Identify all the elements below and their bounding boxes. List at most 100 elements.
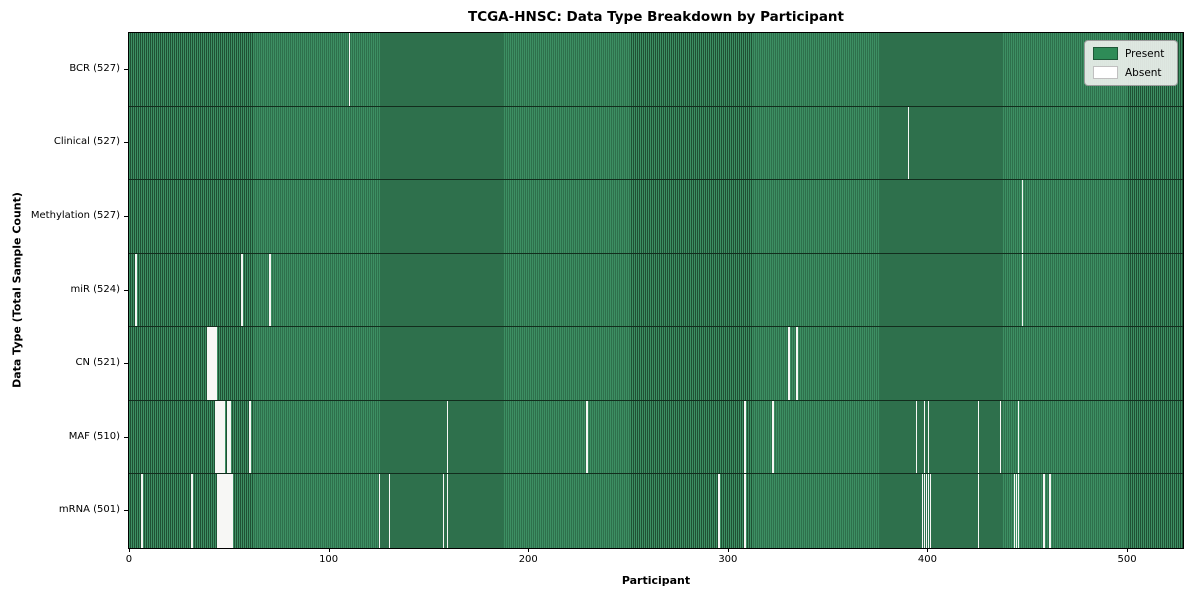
absent-stripe <box>191 474 193 548</box>
ytick-mark <box>124 436 128 438</box>
absent-stripe <box>221 400 223 474</box>
absent-stripe <box>787 327 790 400</box>
ytick-label-mrna: mRNA (501) <box>58 504 120 516</box>
absent-stripe <box>718 474 720 548</box>
ytick-label-maf: MAF (510) <box>68 430 120 442</box>
ytick-label-bcr: BCR (527) <box>69 62 120 74</box>
absent-stripe <box>227 474 229 548</box>
absent-stripe <box>240 253 243 327</box>
absent-stripe <box>268 253 271 327</box>
legend-present-swatch <box>1093 47 1118 60</box>
absent-stripe <box>446 400 449 474</box>
absent-stripe <box>388 474 391 548</box>
absent-stripe <box>213 327 215 400</box>
ytick-mark <box>124 510 128 512</box>
absent-stripe <box>215 327 217 400</box>
absent-stripe <box>1017 400 1020 474</box>
xtick-mark <box>1127 548 1129 552</box>
legend-absent-swatch <box>1093 66 1118 79</box>
absent-stripe <box>209 327 211 400</box>
absent-stripe <box>217 474 219 548</box>
xtick-label-500: 500 <box>1117 554 1137 565</box>
absent-stripe <box>229 474 231 548</box>
absent-stripe <box>999 400 1002 474</box>
absent-stripe <box>229 400 231 474</box>
heatmap-row-clinical <box>129 106 1183 181</box>
ytick-mark <box>124 68 128 70</box>
heatmap-row-mrna <box>129 474 1183 548</box>
plot-area <box>128 32 1184 549</box>
absent-stripe <box>923 474 926 548</box>
xtick-label-200: 200 <box>518 554 538 565</box>
absent-stripe <box>141 474 143 548</box>
absent-stripe <box>446 474 449 548</box>
absent-stripe <box>923 400 926 474</box>
heatmap-row-cn <box>129 327 1183 401</box>
absent-stripe <box>927 400 930 474</box>
ytick-label-clinical: Clinical (527) <box>53 136 120 148</box>
xtick-label-400: 400 <box>917 554 938 565</box>
ytick-label-methylation: Methylation (527) <box>30 209 120 221</box>
ytick-mark <box>124 215 128 217</box>
xtick-mark <box>328 548 330 552</box>
ytick-label-mir: miR (524) <box>70 283 120 295</box>
absent-stripe <box>925 474 928 548</box>
absent-stripe <box>217 400 219 474</box>
absent-stripe <box>223 474 225 548</box>
absent-stripe <box>225 474 227 548</box>
absent-stripe <box>795 327 798 400</box>
absent-stripe <box>221 474 223 548</box>
absent-stripe <box>929 474 932 548</box>
absent-stripe <box>1021 180 1024 253</box>
absent-stripe <box>927 474 930 548</box>
xtick-mark <box>528 548 530 552</box>
absent-stripe <box>921 474 924 548</box>
absent-stripe <box>977 474 980 548</box>
legend-absent-label: Absent <box>1125 66 1162 79</box>
x-axis-title: Participant <box>621 574 691 587</box>
heatmap-row-maf <box>129 400 1183 475</box>
absent-stripe <box>231 474 233 548</box>
absent-stripe <box>1043 474 1046 548</box>
absent-stripe <box>211 327 213 400</box>
absent-stripe <box>744 474 746 548</box>
absent-stripe <box>771 400 774 474</box>
absent-stripe <box>348 33 351 106</box>
legend: Present Absent <box>1084 40 1178 86</box>
absent-stripe <box>586 400 588 474</box>
absent-stripe <box>915 400 918 474</box>
absent-stripe <box>1021 253 1024 327</box>
absent-stripe <box>977 400 980 474</box>
ytick-label-cn: CN (521) <box>75 357 120 369</box>
absent-stripe <box>207 327 209 400</box>
absent-stripe <box>378 474 381 548</box>
xtick-mark <box>927 548 929 552</box>
heatmap-row-mir <box>129 253 1183 328</box>
absent-stripe <box>1049 474 1052 548</box>
absent-stripe <box>215 400 217 474</box>
absent-stripe <box>223 400 225 474</box>
absent-stripe <box>248 400 251 474</box>
absent-stripe <box>219 474 221 548</box>
absent-stripe <box>907 106 910 180</box>
absent-stripe <box>135 253 137 327</box>
ytick-mark <box>124 142 128 144</box>
legend-entry-absent: Absent <box>1093 66 1169 79</box>
xtick-label-100: 100 <box>319 554 339 565</box>
xtick-mark <box>128 548 130 552</box>
xtick-mark <box>727 548 729 552</box>
ytick-mark <box>124 363 128 365</box>
absent-stripe <box>219 400 221 474</box>
legend-entry-present: Present <box>1093 47 1169 60</box>
heatmap-row-methylation <box>129 180 1183 254</box>
absent-stripe <box>1015 474 1018 548</box>
xtick-label-300: 300 <box>718 554 738 565</box>
heatmap-row-bcr <box>129 33 1183 107</box>
ytick-mark <box>124 289 128 291</box>
absent-stripe <box>227 400 229 474</box>
absent-stripe <box>1013 474 1016 548</box>
legend-present-label: Present <box>1125 47 1165 60</box>
absent-stripe <box>442 474 445 548</box>
absent-stripe <box>1017 474 1020 548</box>
